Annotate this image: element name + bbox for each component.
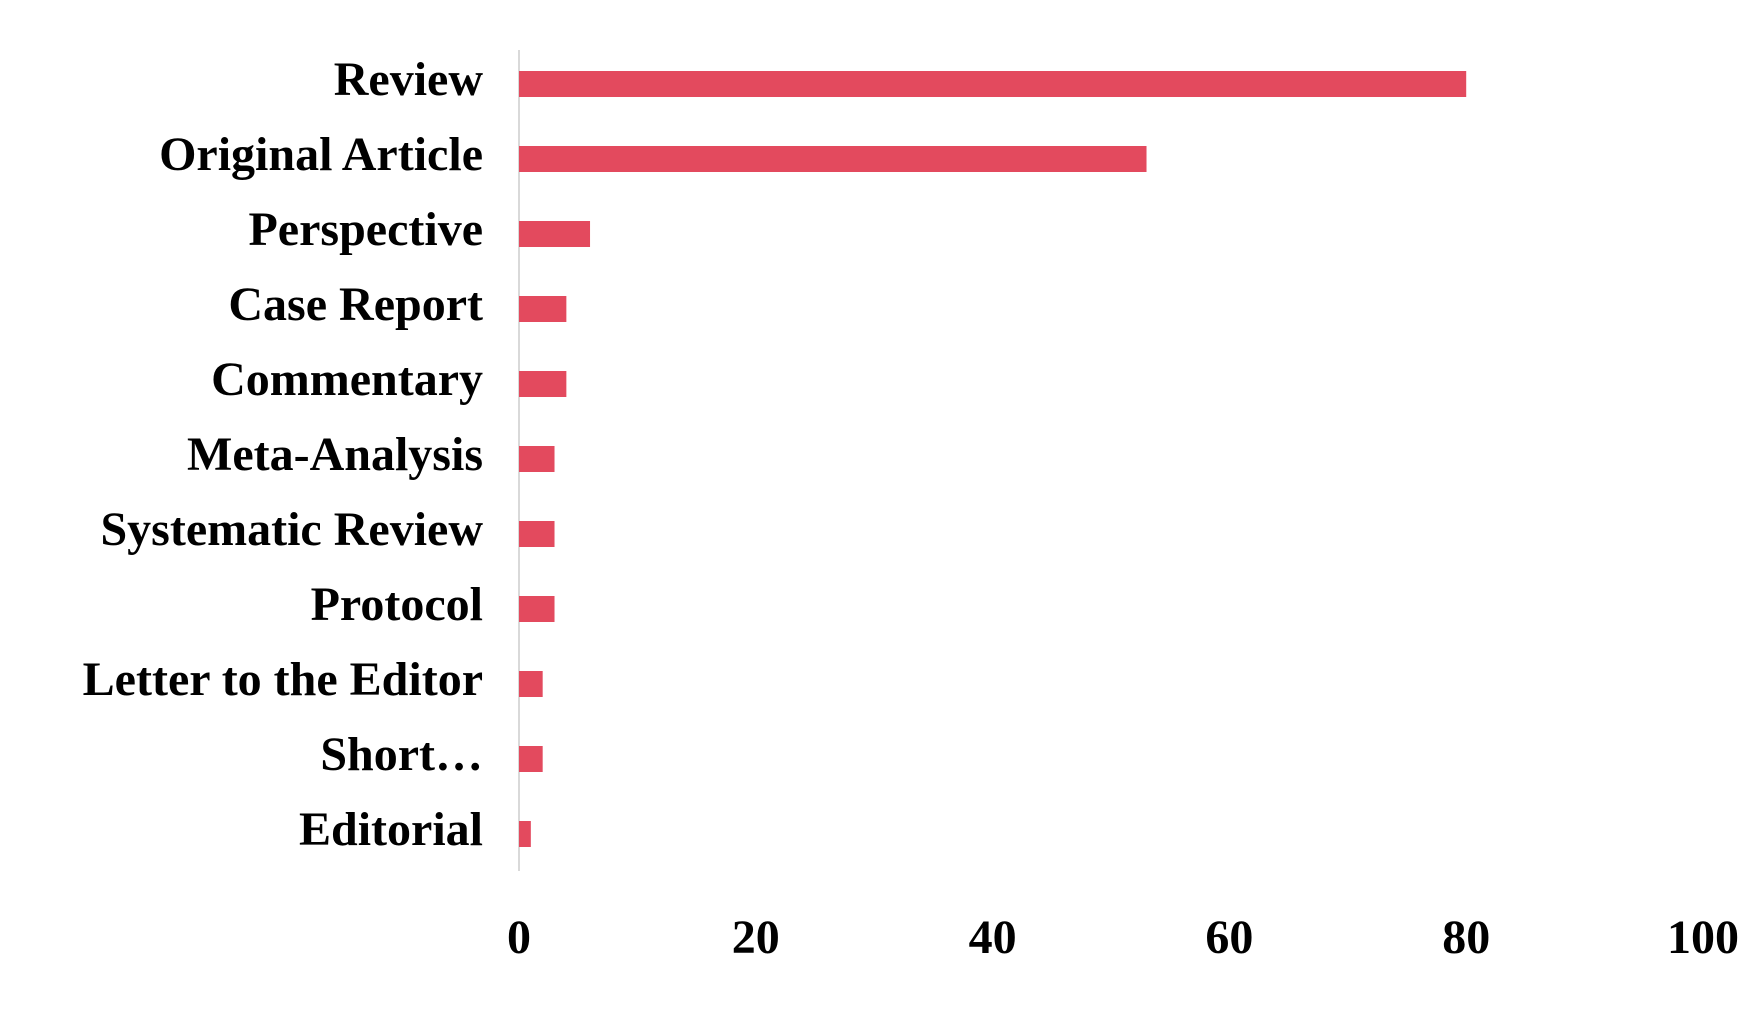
bar	[519, 596, 555, 622]
x-tick-label: 0	[507, 911, 531, 964]
bar	[519, 146, 1147, 172]
y-tick-label: Meta-Analysis	[187, 428, 483, 481]
y-tick-label: Short…	[320, 728, 483, 781]
y-tick-label: Commentary	[211, 353, 483, 406]
bar	[519, 671, 543, 697]
bar	[519, 821, 531, 847]
y-tick-label: Review	[334, 53, 484, 106]
x-tick-label: 100	[1667, 911, 1739, 964]
y-tick-label: Protocol	[311, 578, 483, 631]
y-tick-label: Case Report	[228, 278, 483, 331]
bar	[519, 446, 555, 472]
y-tick-label: Systematic Review	[100, 503, 483, 556]
x-tick-label: 60	[1205, 911, 1253, 964]
bar	[519, 221, 591, 247]
bar	[519, 746, 543, 772]
y-tick-label: Editorial	[299, 803, 483, 856]
bar	[519, 371, 567, 397]
bar	[519, 71, 1467, 97]
y-tick-label: Letter to the Editor	[83, 653, 483, 706]
y-tick-label: Perspective	[248, 203, 483, 256]
x-tick-label: 40	[969, 911, 1017, 964]
x-tick-label: 80	[1442, 911, 1490, 964]
bar	[519, 296, 567, 322]
x-tick-label: 20	[732, 911, 780, 964]
y-tick-label: Original Article	[159, 128, 483, 181]
bar	[519, 521, 555, 547]
